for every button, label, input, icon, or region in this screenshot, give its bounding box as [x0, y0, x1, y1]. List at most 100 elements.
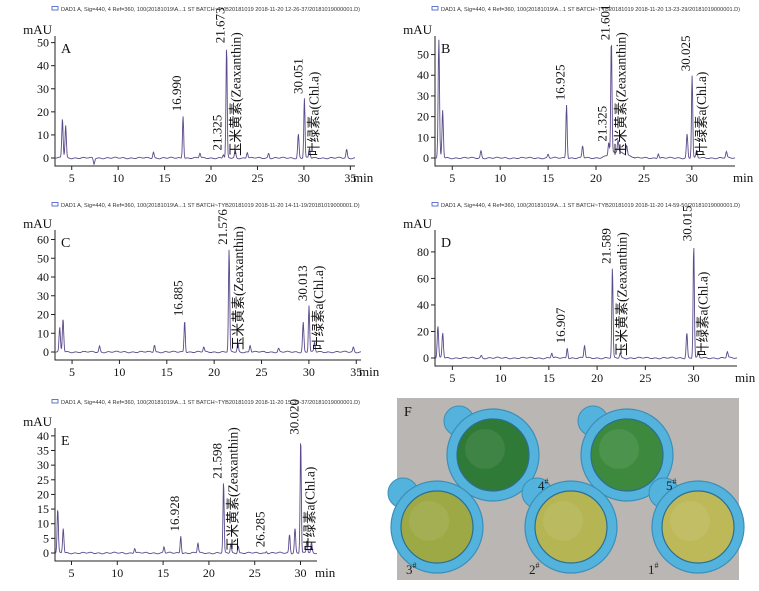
culture-dish-5: [577, 405, 674, 502]
peak-rt-label: 21.325: [595, 106, 610, 142]
panel-header: DAD1 A, Sig=440, 4 Ref=360, 100(20181019…: [61, 203, 360, 209]
y-tick-label: 30: [37, 82, 49, 96]
axes: [54, 428, 317, 562]
x-tick-label: 15: [543, 371, 555, 385]
peak-rt-label: 16.925: [553, 64, 568, 100]
y-tick-label: 0: [423, 351, 429, 365]
chla-label: 叶绿素a(Chl.a): [696, 272, 711, 356]
chromatogram-trace: [55, 249, 361, 354]
x-tick-label: 20: [203, 566, 215, 580]
peak-rt-label: 16.990: [169, 76, 184, 112]
y-tick-label: 20: [37, 308, 49, 322]
dish-number-label: 1#: [648, 561, 659, 577]
y-tick-label: 0: [43, 546, 49, 560]
y-tick-label: 40: [417, 298, 429, 312]
chromatogram-trace: [55, 49, 355, 166]
y-unit-label: mAU: [23, 216, 53, 231]
zeaxanthin-label: 玉米黄素(Zeaxanthin): [229, 32, 244, 156]
zeaxanthin-label: 玉米黄素(Zeaxanthin): [614, 232, 629, 356]
chla-label: 叶绿素a(Chl.a): [311, 266, 326, 350]
peak-rt-label: 21.576: [215, 209, 230, 245]
panel-letter: F: [404, 405, 412, 420]
panel-header: DAD1 A, Sig=440, 4 Ref=360, 100(20181019…: [441, 203, 740, 209]
zeaxanthin-label: 玉米黄素(Zeaxanthin): [226, 427, 241, 551]
y-tick-label: 60: [417, 271, 429, 285]
peak-rt-label: 30.051: [290, 58, 305, 94]
y-tick-label: 20: [417, 324, 429, 338]
x-unit-label: min: [735, 370, 756, 385]
y-unit-label: mAU: [23, 22, 53, 37]
x-tick-label: 25: [251, 171, 263, 185]
dish-highlight: [409, 501, 449, 541]
y-tick-label: 50: [417, 48, 429, 62]
x-tick-label: 5: [68, 566, 74, 580]
x-unit-label: min: [315, 565, 336, 580]
zeaxanthin-label: 玉米黄素(Zeaxanthin): [231, 226, 246, 350]
dish-number-label: 5#: [666, 477, 677, 493]
y-unit-label: mAU: [403, 22, 433, 37]
peak-rt-label: 30.020: [287, 399, 302, 435]
x-tick-label: 10: [113, 365, 125, 379]
y-tick-label: 40: [417, 68, 429, 82]
x-tick-label: 10: [111, 566, 123, 580]
zeaxanthin-label: 玉米黄素(Zeaxanthin): [613, 32, 628, 156]
legend-box-icon: [431, 6, 439, 11]
legend-box-icon: [51, 202, 59, 207]
y-tick-label: 80: [417, 245, 429, 259]
x-tick-label: 15: [161, 365, 173, 379]
y-tick-label: 10: [37, 128, 49, 142]
peak-rt-label: 16.928: [167, 496, 182, 532]
peak-rt-label: 21.598: [210, 443, 225, 479]
peak-rt-label: 16.907: [553, 307, 568, 343]
y-tick-label: 10: [37, 326, 49, 340]
culture-dish-3: [387, 477, 484, 574]
chromatogram-panel-b: DAD1 A, Sig=440, 4 Ref=360, 100(20181019…: [403, 4, 754, 185]
panel-letter: A: [61, 42, 72, 57]
peak-rt-label: 26.285: [252, 511, 267, 547]
y-tick-label: 10: [37, 517, 49, 531]
chromatogram-panel-d: DAD1 A, Sig=440, 4 Ref=360, 100(20181019…: [403, 202, 756, 385]
x-unit-label: min: [733, 170, 754, 185]
legend-box-icon: [51, 399, 59, 404]
y-tick-label: 0: [43, 151, 49, 165]
axes: [54, 230, 361, 361]
culture-dish-2: [521, 477, 618, 574]
y-tick-label: 30: [37, 289, 49, 303]
dish-number-label: 3#: [406, 561, 417, 577]
y-tick-label: 40: [37, 270, 49, 284]
y-tick-label: 50: [37, 36, 49, 50]
peak-rt-label: 16.885: [171, 280, 186, 316]
axes: [434, 36, 735, 167]
chromatogram-trace: [435, 39, 736, 160]
photo-panel-f: F 4# 5# 3# 2# 1#: [387, 398, 745, 580]
dish-highlight: [465, 429, 505, 469]
dish-culture: [661, 490, 735, 564]
dish-highlight: [599, 429, 639, 469]
culture-dish-1: [648, 477, 745, 574]
dish-highlight: [670, 501, 710, 541]
peak-rt-label: 21.325: [209, 115, 224, 151]
x-tick-label: 10: [495, 371, 507, 385]
panel-header: DAD1 A, Sig=440, 4 Ref=360, 100(20181019…: [441, 7, 740, 13]
x-tick-label: 5: [69, 171, 75, 185]
y-tick-label: 20: [417, 110, 429, 124]
chla-label: 叶绿素a(Chl.a): [306, 72, 321, 156]
peak-rt-label: 30.013: [295, 265, 310, 301]
x-tick-label: 20: [591, 371, 603, 385]
y-tick-label: 50: [37, 251, 49, 265]
x-tick-label: 35: [344, 171, 356, 185]
x-tick-label: 5: [449, 371, 455, 385]
y-tick-label: 20: [37, 105, 49, 119]
chromatogram-trace: [435, 247, 738, 360]
peak-rt-label: 21.601: [597, 4, 612, 40]
peak-rt-label: 30.015: [680, 206, 695, 242]
panel-letter: E: [61, 434, 70, 449]
chromatogram-panel-a: DAD1 A, Sig=440, 4 Ref=360, 100(20181019…: [23, 6, 374, 185]
axes: [434, 230, 737, 367]
x-tick-label: 25: [249, 566, 261, 580]
x-tick-label: 30: [686, 171, 698, 185]
x-unit-label: min: [359, 364, 380, 379]
dish-culture: [590, 418, 664, 492]
panel-letter: D: [441, 236, 451, 251]
